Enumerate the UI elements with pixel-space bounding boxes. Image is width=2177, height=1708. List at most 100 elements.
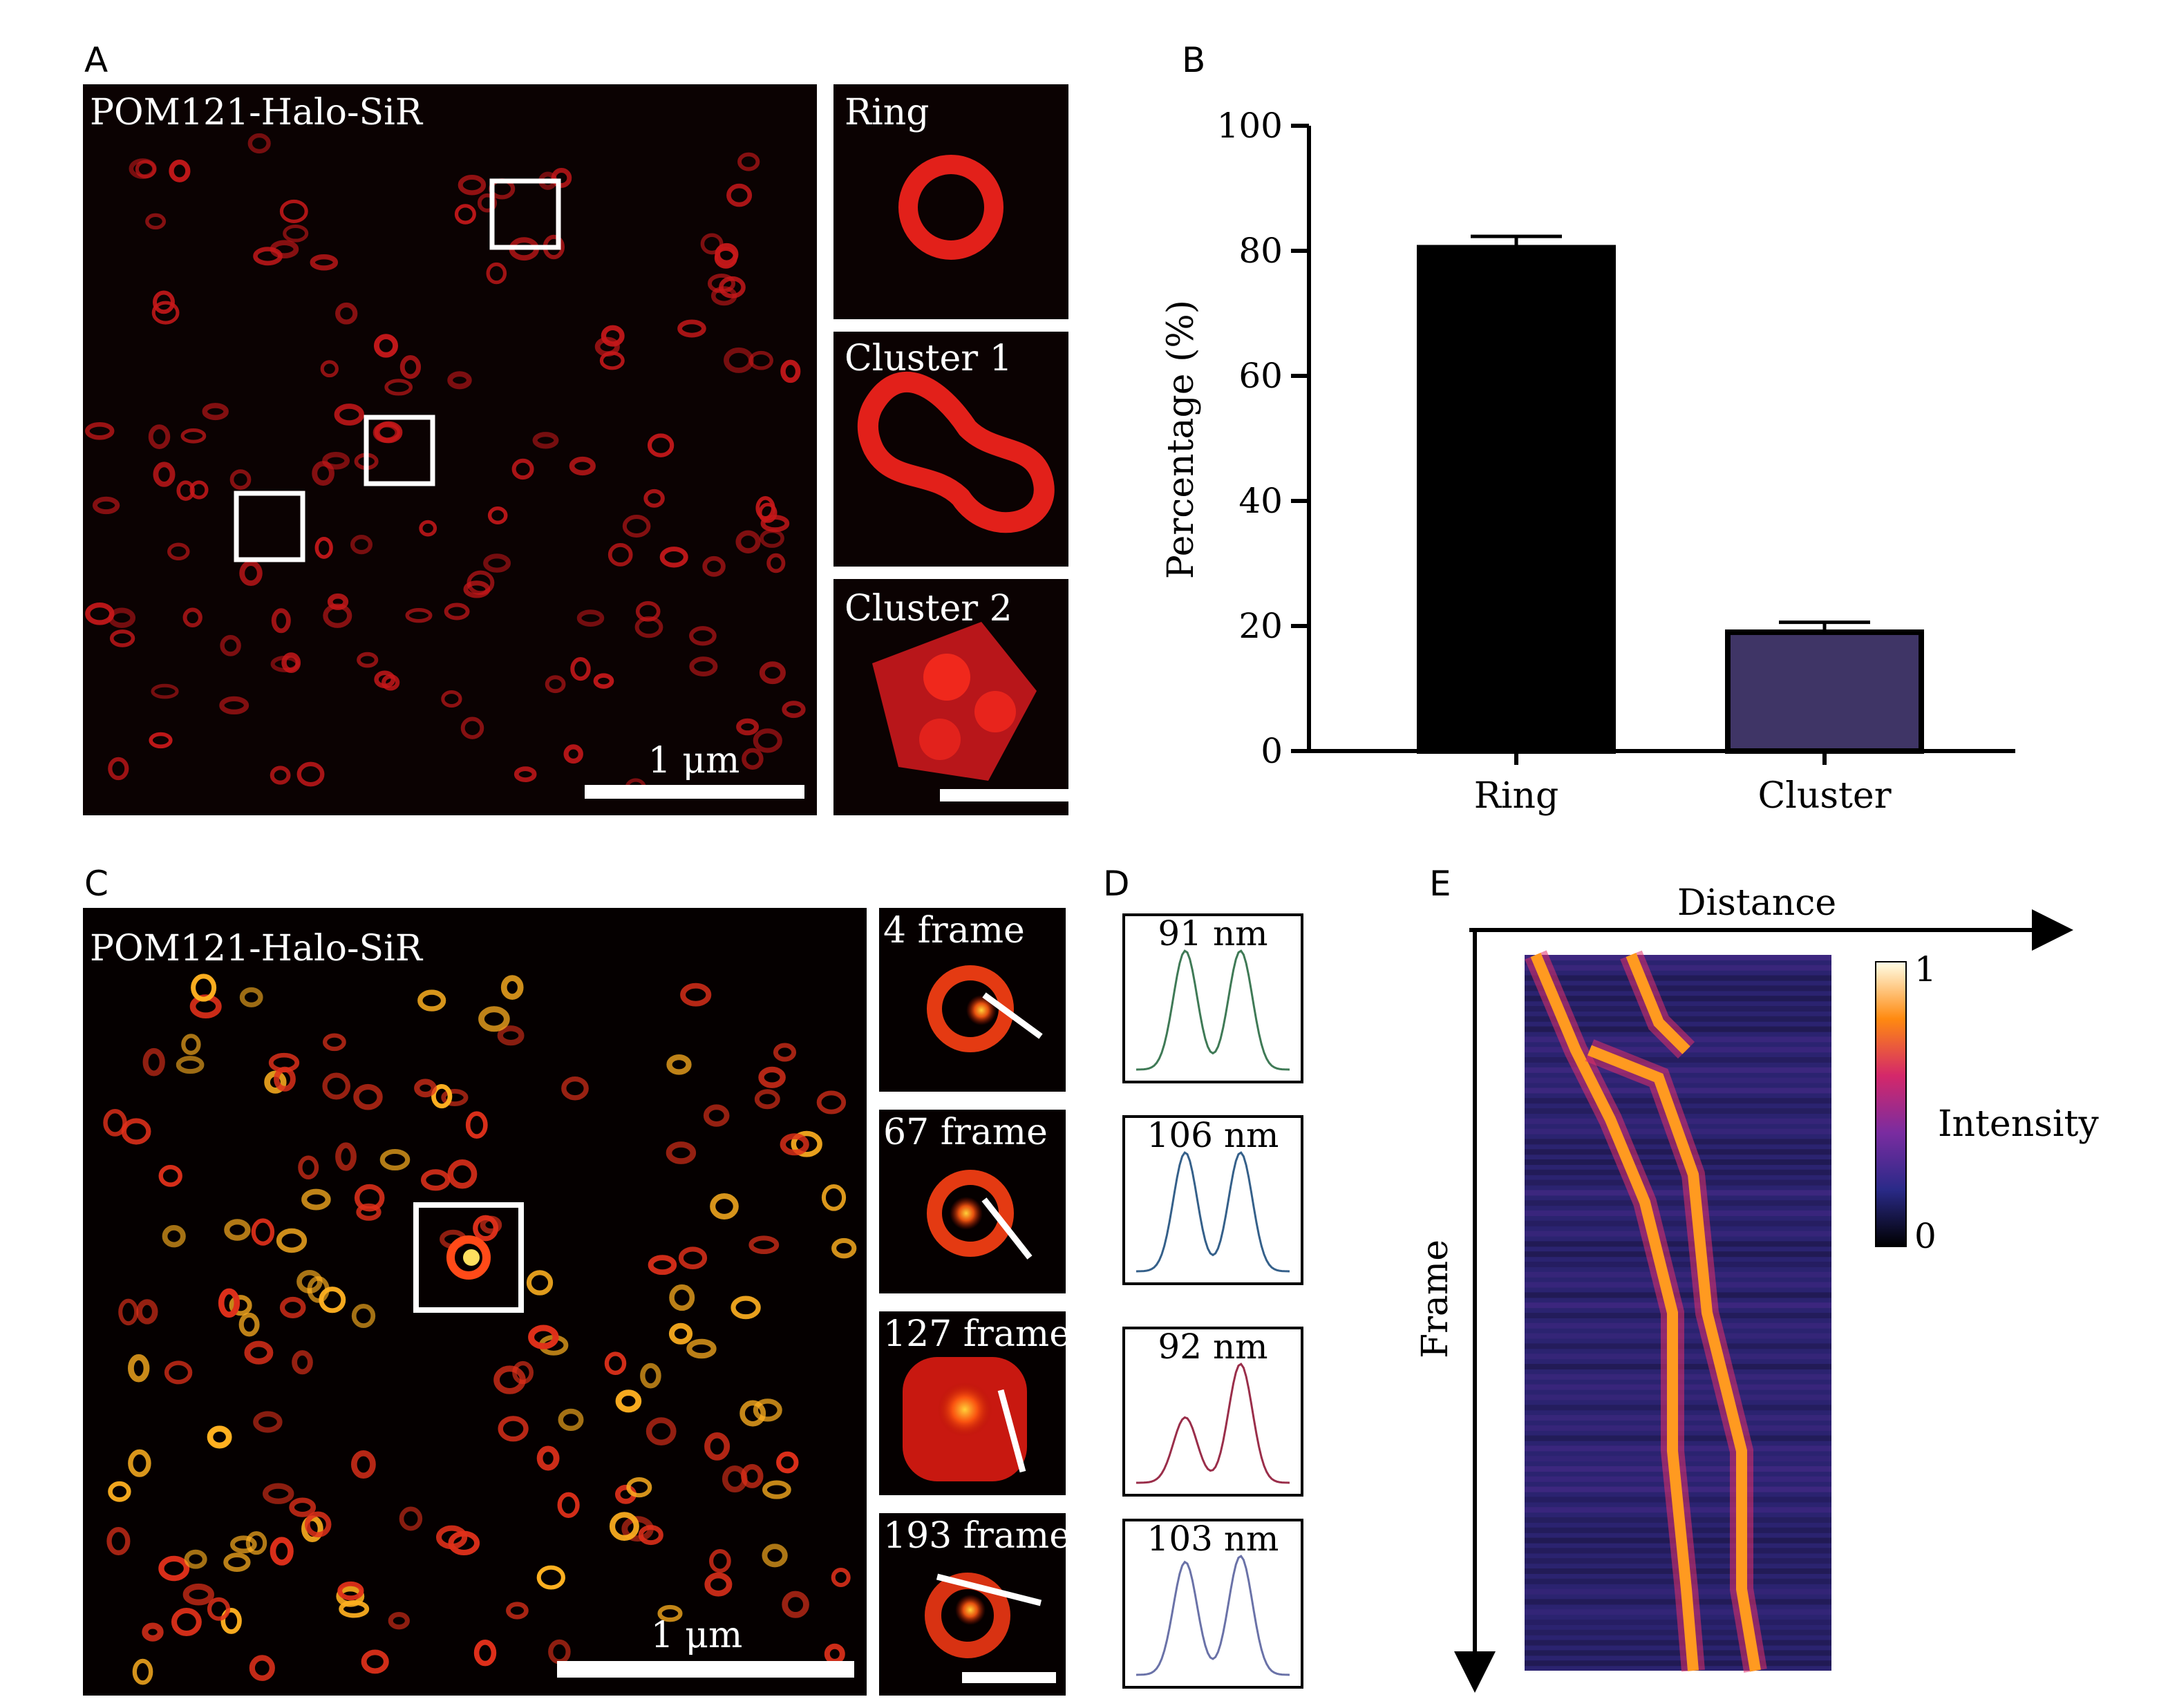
pore-ring xyxy=(702,556,726,577)
pore-ring xyxy=(314,536,333,559)
pore-ring xyxy=(153,462,176,487)
pore-ring xyxy=(441,690,462,708)
pore-ring xyxy=(92,496,120,515)
scale-bar-inset-a xyxy=(940,789,1068,801)
pore-ring xyxy=(703,1104,730,1127)
pore-ring xyxy=(218,1288,241,1318)
inset-label-frame-127: 127 frame xyxy=(883,1313,1071,1355)
pore-ring xyxy=(640,1363,661,1389)
kymo-track xyxy=(1587,1045,1761,1672)
pore-ring xyxy=(607,543,633,567)
pore-ring xyxy=(310,254,339,271)
pore-ring xyxy=(753,728,782,753)
pore-ring xyxy=(108,1481,131,1502)
pore-ring xyxy=(374,421,403,444)
pore-ring xyxy=(270,1537,294,1566)
pore-ring xyxy=(153,290,175,314)
pore-ring xyxy=(739,1400,766,1427)
pore-ring xyxy=(478,1006,510,1032)
scale-bar-label-a: 1 μm xyxy=(648,740,740,781)
pore-ring xyxy=(742,748,764,770)
y-axis-label: Percentage (%) xyxy=(1160,300,1202,579)
inset-label-frame-193: 193 frame xyxy=(883,1515,1071,1557)
pore-ring xyxy=(831,1237,857,1259)
pore-ring xyxy=(103,1109,127,1137)
pore-ring xyxy=(748,350,773,370)
kymo-band xyxy=(1525,955,1831,960)
panel-c-ring-field xyxy=(103,974,857,1685)
kymo-band xyxy=(1525,996,1831,1002)
pore-ring xyxy=(762,1480,791,1499)
pore-ring xyxy=(357,652,379,668)
pore-ring xyxy=(283,224,309,243)
roi-pore xyxy=(446,1235,491,1280)
y-tick-label: 40 xyxy=(1238,481,1283,521)
pore-ring xyxy=(268,1052,300,1073)
pore-ring xyxy=(680,983,712,1007)
kymo-band xyxy=(1525,965,1831,971)
pore-ring xyxy=(176,1056,205,1074)
pore-ring xyxy=(181,1034,201,1055)
colorbar xyxy=(1875,961,1907,1247)
pore-ring xyxy=(224,1219,251,1241)
pore-ring xyxy=(167,542,190,561)
pore-ring xyxy=(782,1591,809,1618)
y-tick-label: 100 xyxy=(1217,106,1283,146)
pore-ring xyxy=(351,1304,376,1328)
pore-ring xyxy=(151,683,179,699)
kymo-band xyxy=(1525,1262,1831,1267)
pore-ring xyxy=(276,1228,308,1253)
kymo-band xyxy=(1525,1241,1831,1247)
pore-ring xyxy=(731,1296,761,1320)
pore-ring xyxy=(528,1325,559,1349)
kymo-band xyxy=(1525,1220,1831,1226)
profile-box xyxy=(1122,1327,1303,1497)
profile-curve xyxy=(1136,1363,1290,1484)
profile-curve xyxy=(1135,1555,1290,1676)
pore-ring xyxy=(686,1338,717,1359)
pore-ring xyxy=(238,1312,260,1337)
pore-ring xyxy=(142,1047,165,1076)
pore-ring xyxy=(223,1553,251,1573)
pore-ring xyxy=(171,1607,202,1637)
pore-ring xyxy=(558,1408,584,1431)
pore-ring xyxy=(638,1525,663,1546)
pore-ring xyxy=(335,1142,357,1171)
pore-ring xyxy=(361,1649,389,1674)
pore-ring xyxy=(762,1544,788,1568)
pore-ring xyxy=(322,451,350,470)
image-label-a: POM121-Halo-SiR xyxy=(90,92,424,133)
pore-ring xyxy=(666,1141,697,1164)
pore-ring xyxy=(244,1340,274,1365)
pore-ring xyxy=(776,1451,799,1474)
pore-ring xyxy=(337,1581,364,1601)
pore-ring xyxy=(486,262,507,285)
pore-ring xyxy=(151,301,180,325)
kymo-track xyxy=(1530,952,1699,1671)
pore-ring xyxy=(158,1555,190,1582)
pore-ring xyxy=(335,302,358,325)
bar-ring xyxy=(1417,245,1616,755)
pore-ring xyxy=(669,1284,695,1311)
pore-ring xyxy=(421,1169,451,1191)
pore-ring xyxy=(677,319,706,338)
pore-ring xyxy=(245,1531,267,1555)
pore-ring xyxy=(127,1354,150,1383)
kymo-band xyxy=(1525,1629,1831,1635)
panel-label-b: B xyxy=(1182,40,1205,80)
pore-ring xyxy=(536,1445,560,1471)
pore-ring xyxy=(666,1054,692,1075)
pore-ring xyxy=(480,1215,502,1234)
pore-ring xyxy=(700,233,724,255)
pore-ring xyxy=(108,757,129,781)
pore-ring xyxy=(388,1612,410,1630)
pore-ring xyxy=(604,1351,627,1376)
pore-ring xyxy=(735,530,761,553)
pore-ring xyxy=(714,247,737,269)
pore-ring xyxy=(191,974,217,1002)
profile-distance-label: 106 nm xyxy=(1147,1115,1279,1155)
kymo-band xyxy=(1525,1211,1831,1216)
pore-ring xyxy=(354,1184,385,1212)
pore-ring xyxy=(220,635,241,656)
pore-ring xyxy=(149,732,173,749)
